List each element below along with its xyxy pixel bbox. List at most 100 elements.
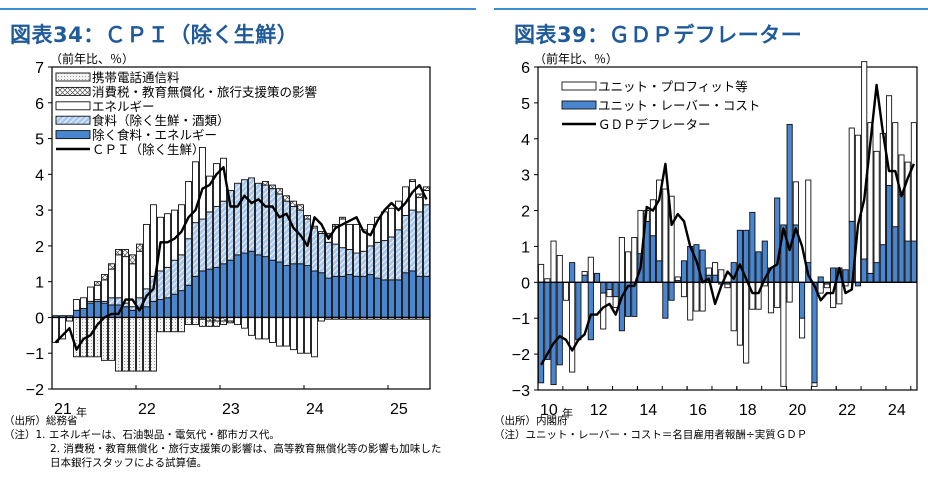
bar-0-30 [724, 283, 731, 289]
bar-1-11 [129, 254, 136, 265]
bar-0-60 [910, 122, 917, 242]
bar-3-19 [185, 238, 192, 286]
bar-0-54 [873, 150, 880, 264]
bar-3-16 [164, 266, 171, 299]
bar-0-4 [562, 281, 570, 301]
bar-2-12 [136, 250, 143, 299]
bar-3-26 [234, 182, 241, 256]
bar-0-13 [143, 316, 150, 372]
bar-2-43 [353, 223, 360, 254]
y-tick-label: −3 [512, 383, 530, 400]
y-tick-label: 4 [35, 167, 44, 184]
bar-4-50 [402, 272, 409, 318]
bar-4-35 [297, 263, 304, 318]
bar-3-53 [423, 204, 430, 277]
bar-4-18 [178, 290, 185, 318]
bar-0-3 [556, 254, 563, 283]
bar-2-35 [297, 316, 304, 354]
bar-0-43 [805, 179, 812, 264]
bar-4-16 [164, 297, 171, 318]
x-tick-label: 10 [540, 402, 558, 419]
bar-1-57 [892, 226, 899, 283]
bar-4-26 [234, 254, 241, 318]
bar-0-59 [904, 161, 911, 242]
bar-2-30 [262, 316, 269, 340]
bar-3-8 [108, 297, 115, 306]
bar-4-30 [262, 256, 269, 318]
bar-1-23 [680, 260, 688, 283]
bar-4-21 [199, 270, 206, 318]
bar-3-29 [255, 182, 262, 256]
chart-notes: （出所）内閣府 （注）ユニット・レーバー・コスト＝名目雇用者報酬÷実質ＧＤＰ [494, 414, 807, 442]
bar-1-19 [656, 260, 663, 283]
bar-0-46 [823, 283, 830, 289]
bar-2-9 [115, 254, 122, 299]
legend-label: エネルギー [92, 99, 155, 114]
bar-2-29 [255, 316, 262, 340]
bar-0-40 [786, 281, 793, 303]
bar-4-49 [395, 279, 402, 318]
bar-1-7 [581, 274, 588, 283]
bar-1-9 [593, 272, 601, 283]
bar-3-31 [269, 188, 276, 261]
cpi-chart-panel: 図表34：ＣＰＩ（除く生鮮） （前年比、％） −2 −1 0 1 2 3 4 5 6 7 21 年 22… [0, 8, 464, 470]
bar-2-37 [311, 316, 318, 358]
y-tick-label: 5 [35, 132, 44, 149]
bar-0-53 [867, 122, 874, 274]
x-tick-label: 23 [222, 401, 240, 418]
bar-2-4 [80, 297, 87, 309]
bar-2-31 [269, 316, 276, 343]
bar-3-9 [115, 297, 122, 306]
bar-0-0 [538, 263, 545, 283]
note-2: 2. 消費税・教育無償化・旅行支援策の影響は、高等教育無償化等の影響も加味した [50, 443, 442, 455]
bar-4-47 [381, 279, 388, 318]
bar-0-33 [743, 281, 750, 364]
bar-1-1 [544, 281, 551, 360]
legend: 携帯電話通信料消費税・教育無償化・旅行支援策の影響エネルギー食料（除く生鮮・酒類… [55, 70, 317, 157]
x-tick-label: 16 [689, 402, 707, 419]
bar-4-3 [73, 309, 80, 318]
bar-1-9 [115, 249, 122, 256]
bar-4-17 [171, 293, 178, 318]
bar-2-10 [122, 256, 129, 304]
bar-0-8 [587, 256, 594, 283]
bar-0-23 [213, 320, 220, 327]
y-tick-label: 6 [35, 96, 44, 113]
bar-4-42 [346, 274, 353, 318]
bar-1-10 [600, 281, 607, 294]
bar-4-27 [241, 252, 248, 318]
bar-4-22 [206, 268, 213, 318]
y-tick-label: 5 [521, 96, 530, 113]
bar-3-49 [395, 229, 402, 281]
bar-0-19 [656, 179, 663, 262]
bar-0-14 [150, 316, 157, 372]
bar-4-29 [255, 254, 262, 318]
bar-0-13 [618, 237, 625, 283]
y-tick-label: 0 [521, 275, 530, 292]
bar-1-53 [867, 272, 874, 283]
x-tick-label: 12 [590, 402, 608, 419]
bar-0-32 [736, 281, 743, 346]
bar-4-33 [283, 265, 290, 318]
bar-3-15 [157, 270, 164, 301]
bar-4-10 [122, 306, 129, 318]
bar-4-24 [220, 263, 227, 318]
bar-0-18 [178, 316, 185, 333]
bar-0-48 [836, 281, 843, 305]
legend-label: ＧＤＰデフレーター [598, 117, 711, 132]
legend-swatch-dots [55, 72, 91, 82]
bar-2-3 [73, 299, 80, 311]
bar-0-7 [101, 316, 108, 361]
bar-0-38 [774, 281, 781, 308]
bar-0-11 [606, 289, 613, 298]
bar-3-50 [402, 215, 409, 274]
bar-1-7 [101, 274, 108, 281]
legend-swatch-solid [55, 130, 91, 140]
title-rule [0, 8, 464, 10]
bar-1-12 [136, 243, 143, 252]
bar-4-6 [94, 300, 101, 318]
chart-notes: （出所）総務省 （注）1. エネルギーは、石油製品・電気代・都市ガス代。 2. … [4, 414, 441, 470]
x-tick-label: 25 [390, 401, 408, 418]
x-tick-label: 24 [888, 402, 906, 419]
